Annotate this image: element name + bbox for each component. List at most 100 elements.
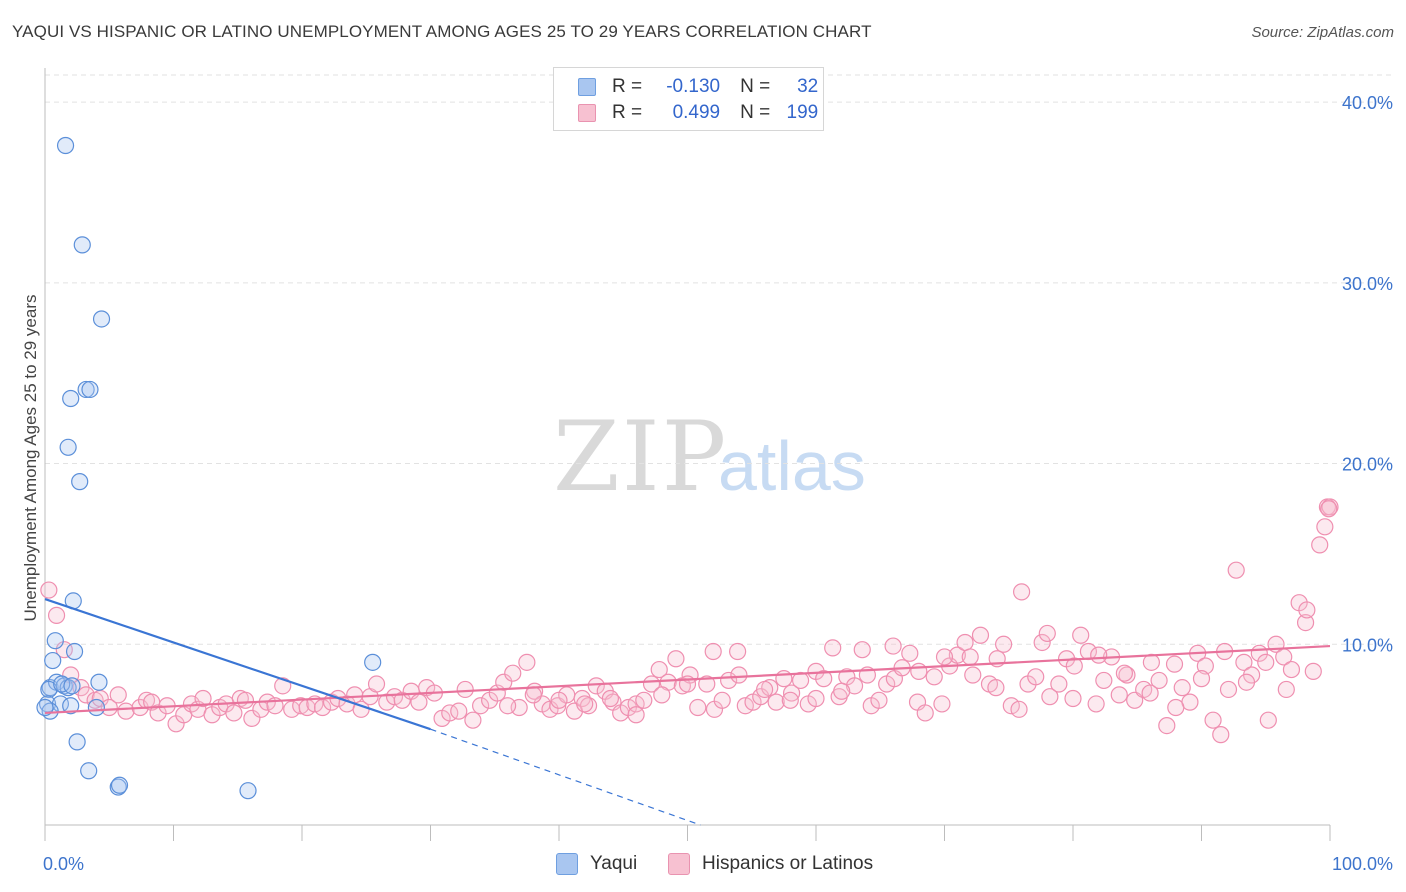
hispanic-point xyxy=(1072,626,1090,644)
hispanic-point xyxy=(576,695,594,713)
hispanic-point xyxy=(367,675,386,693)
hispanic-point xyxy=(194,689,212,708)
hispanic-point xyxy=(1167,698,1185,717)
hispanic-point xyxy=(925,668,943,686)
hispanic-point xyxy=(755,680,774,699)
y-tick-label: 30.0% xyxy=(1342,274,1393,294)
hispanic-point xyxy=(1033,633,1051,652)
hispanic-point xyxy=(1165,655,1184,673)
legend-swatch-yaqui xyxy=(578,78,596,96)
yaqui-point xyxy=(46,632,64,650)
hispanic-point xyxy=(948,646,966,664)
hispanic-point xyxy=(1196,657,1214,675)
yaqui-point xyxy=(87,698,106,717)
hispanic-point xyxy=(1304,662,1322,680)
hispanic-point xyxy=(40,581,58,599)
hispanic-point xyxy=(1237,673,1256,691)
hispanic-point xyxy=(853,641,871,659)
hispanic-point xyxy=(916,704,934,722)
legend-swatch-hispanic xyxy=(578,104,596,122)
hispanic-point xyxy=(1282,660,1301,679)
yaqui-point xyxy=(40,680,58,699)
yaqui-trendline xyxy=(44,598,431,731)
hispanic-point xyxy=(472,697,490,715)
hispanic-point xyxy=(781,691,799,709)
hispanic-point xyxy=(499,697,517,715)
hispanic-point xyxy=(1259,711,1277,729)
hispanic-point xyxy=(1150,671,1168,690)
bottom-legend-yaqui: Yaqui xyxy=(556,850,637,878)
correlation-legend: R = -0.130 N = 32 R = 0.499 N = 199 xyxy=(553,67,824,131)
hispanic-point xyxy=(1204,711,1222,729)
hispanic-point xyxy=(1296,613,1315,632)
hispanic-point xyxy=(933,695,951,713)
r-label: R = xyxy=(612,102,643,123)
yaqui-point xyxy=(81,380,99,399)
hispanic-point xyxy=(987,679,1005,697)
chart-source: Source: ZipAtlas.com xyxy=(1251,24,1394,41)
bottom-legend-label-yaqui: Yaqui xyxy=(590,853,638,874)
hispanic-point xyxy=(149,704,167,722)
hispanic-point xyxy=(713,691,731,709)
hispanic-point xyxy=(1027,668,1045,686)
yaqui-point xyxy=(68,733,86,751)
legend-row-hispanic: R = 0.499 N = 199 xyxy=(578,101,818,125)
hispanic-point xyxy=(729,642,747,661)
n-label: N = xyxy=(740,76,771,97)
hispanic-point xyxy=(1298,601,1316,619)
hispanic-point xyxy=(1012,583,1031,601)
hispanic-point xyxy=(77,686,95,704)
hispanic-point xyxy=(550,691,568,709)
hispanic-point xyxy=(225,704,243,722)
hispanic-point xyxy=(782,684,801,702)
watermark-atlas: atlas xyxy=(718,427,866,505)
yaqui-point xyxy=(63,677,81,695)
y-tick-label: 10.0% xyxy=(1342,635,1393,655)
hispanic-point xyxy=(236,691,255,709)
hispanic-point xyxy=(1087,695,1105,713)
n-value-yaqui: 32 xyxy=(797,76,819,97)
hispanic-point xyxy=(775,670,793,688)
hispanic-point xyxy=(117,702,135,720)
watermark-zip: ZIP xyxy=(553,401,728,513)
r-label: R = xyxy=(612,76,643,97)
hispanic-point xyxy=(845,677,864,695)
hispanic-point xyxy=(1192,670,1211,688)
bottom-legend-swatch-yaqui xyxy=(556,853,578,875)
bottom-legend-swatch-hispanic xyxy=(668,853,690,875)
yaqui-point xyxy=(110,776,129,794)
hispanic-point xyxy=(964,666,982,684)
hispanic-point xyxy=(1090,646,1108,664)
hispanic-point xyxy=(1095,671,1113,690)
hispanic-point xyxy=(410,693,428,711)
hispanic-point xyxy=(292,697,310,715)
y-axis-label: Unemployment Among Ages 25 to 29 years xyxy=(21,295,40,622)
hispanic-point xyxy=(791,671,810,690)
yaqui-point xyxy=(73,236,91,254)
n-value-hispanic: 199 xyxy=(786,102,819,123)
hispanic-point xyxy=(587,677,605,695)
yaqui-point xyxy=(92,310,111,328)
hispanic-point xyxy=(833,682,851,700)
hispanic-point xyxy=(450,702,468,720)
hispanic-point xyxy=(1316,518,1334,536)
hispanic-point xyxy=(1320,500,1338,518)
hispanic-point xyxy=(1141,684,1159,702)
r-value-yaqui: -0.130 xyxy=(666,76,721,97)
hispanic-point xyxy=(1173,679,1191,697)
hispanic-point xyxy=(47,606,66,624)
hispanic-point xyxy=(767,693,785,711)
hispanic-point xyxy=(667,650,685,668)
yaqui-point xyxy=(56,136,75,155)
hispanic-point xyxy=(1065,657,1083,675)
yaqui-point xyxy=(36,698,54,717)
hispanic-point xyxy=(62,666,80,684)
hispanic-point xyxy=(870,691,888,709)
yaqui-point xyxy=(80,762,98,780)
hispanic-point xyxy=(642,675,661,693)
hispanic-point xyxy=(635,691,653,709)
hispanic-point xyxy=(243,709,261,727)
hispanic-point xyxy=(698,675,716,693)
hispanic-point xyxy=(1277,680,1295,699)
hispanic-point xyxy=(1115,664,1134,682)
